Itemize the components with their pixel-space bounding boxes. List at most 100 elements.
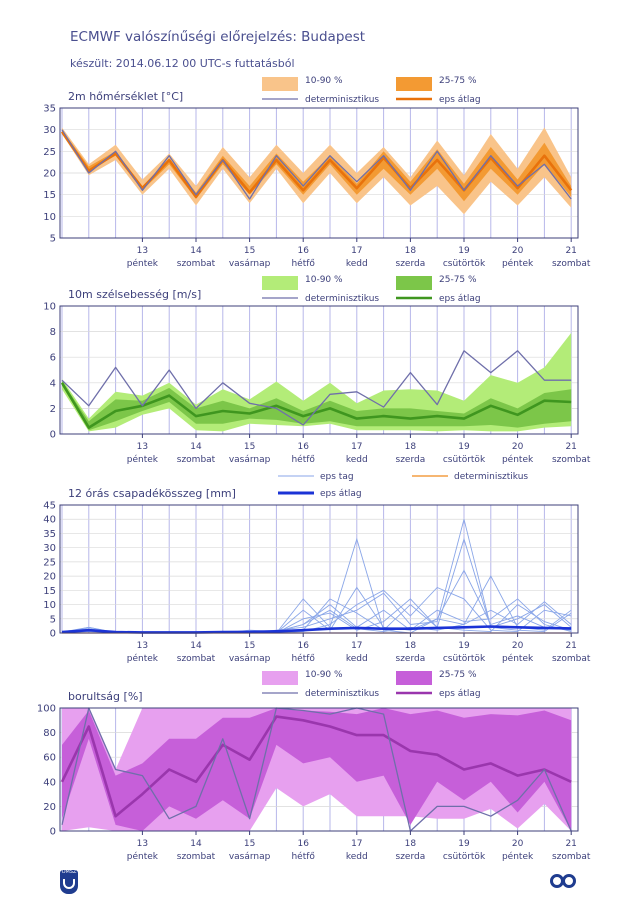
panel-1-xtick-day-14: 14 [190, 246, 202, 256]
panel-1-ytick: 35 [43, 104, 56, 115]
panel-4-xtick-name-14: szombat [177, 852, 216, 862]
panel-1-frame [59, 107, 579, 239]
panel-1-xtick-name-15: vasárnap [229, 259, 271, 269]
panel-1-xtick-day-17: 17 [351, 246, 362, 256]
panel-1-det-line [61, 129, 572, 200]
panel-3-xtick-name-14: szombat [177, 654, 216, 664]
panel-3-xtick-day-20: 20 [512, 641, 524, 651]
panel-3-ytick: 35 [43, 529, 56, 540]
panel-2-xtick-name-17: kedd [346, 455, 368, 465]
panel-3-legend-mean-label: eps átlag [320, 489, 362, 499]
panel-3-xtick-day-15: 15 [244, 641, 255, 651]
panel-3-ytick: 0 [50, 629, 56, 640]
panel-1-xtick-name-20: péntek [502, 258, 534, 269]
panel-1-xtick-name-18: szerda [396, 259, 426, 269]
panel-4-frame [59, 707, 579, 832]
panel-3-xtick-name-18: szerda [396, 654, 426, 664]
panel-2-xtick-day-19: 19 [458, 442, 470, 452]
panel-3-xtick-name-16: hétfő [291, 653, 315, 664]
panel-1-xtick-day-19: 19 [458, 246, 470, 256]
panel-1-legend-mean-label: eps átlag [439, 95, 481, 105]
panel-2-xtick-name-14: szombat [177, 455, 216, 465]
panel-3-xtick-day-17: 17 [351, 641, 362, 651]
panel-3-xtick-day-21: 21 [565, 641, 576, 651]
panel-4-xtick-name-13: péntek [127, 851, 159, 862]
panel-3-xtick-day-13: 13 [137, 641, 148, 651]
panel-3-ytick: 20 [43, 572, 56, 583]
panel-2-ytick: 4 [50, 378, 56, 389]
page-title: ECMWF valószínűségi előrejelzés: Budapes… [70, 29, 366, 45]
panel-2-title: 10m szélsebesség [m/s] [68, 288, 201, 301]
panel-4-xtick-name-18: szerda [396, 852, 426, 862]
ecmwf-logo [550, 872, 580, 892]
panel-4-legend-mean-label: eps átlag [439, 689, 481, 699]
panel-4-xtick-day-15: 15 [244, 839, 255, 849]
panel-2-xtick-day-17: 17 [351, 442, 362, 452]
panel-4-xtick-day-14: 14 [190, 839, 202, 849]
panel-1-xtick-name-13: péntek [127, 258, 159, 269]
panel-3-member-line-8 [61, 569, 572, 634]
panel-2-legend-det-label: determinisztikus [305, 294, 379, 304]
panel-4-xtick-name-20: péntek [502, 851, 534, 862]
panel-2-ytick: 10 [43, 302, 56, 313]
panel-4-xtick-day-21: 21 [565, 839, 576, 849]
panel-3-xtick-name-17: kedd [346, 654, 368, 664]
panel-3-xtick-day-14: 14 [190, 641, 202, 651]
panel-2-xtick-name-20: péntek [502, 454, 534, 465]
panel-1-xtick-name-17: kedd [346, 259, 368, 269]
panel-1-xtick-name-19: csütörtök [443, 259, 486, 269]
panel-3-legend-member-label: eps tag [320, 472, 354, 482]
panel-1-ytick: 25 [43, 147, 56, 158]
panel-3-xtick-day-18: 18 [405, 641, 417, 651]
panel-1-title: 2m hőmérséklet [°C] [68, 90, 183, 103]
panel-4-ytick: 0 [50, 827, 56, 838]
panel-2-xtick-day-13: 13 [137, 442, 148, 452]
panel-3-xtick-name-15: vasárnap [229, 654, 271, 664]
panel-2-frame [59, 305, 579, 435]
panel-2-ytick: 0 [50, 430, 56, 441]
panel-3-legend-det-label: determinisztikus [454, 472, 528, 482]
panel-2-xtick-day-16: 16 [297, 442, 309, 452]
panel-1-ytick: 10 [43, 212, 56, 223]
panel-4-xtick-day-17: 17 [351, 839, 362, 849]
panel-4-band-25-75 [62, 708, 572, 831]
panel-4-ytick: 40 [43, 777, 56, 788]
panel-4-xtick-day-19: 19 [458, 839, 470, 849]
panel-3-ytick: 5 [50, 614, 56, 625]
panel-3-xtick-name-21: szombat [552, 654, 591, 664]
panel-1-ytick: 5 [50, 234, 56, 245]
panel-1-ytick: 20 [43, 169, 56, 180]
panel-2-legend-inner-label: 25-75 % [439, 275, 477, 285]
panel-3-frame [59, 504, 579, 634]
panel-3-xtick-day-16: 16 [297, 641, 309, 651]
panel-2-ytick: 6 [50, 353, 56, 364]
panel-4-ytick: 80 [43, 728, 56, 739]
panel-1-legend-det-label: determinisztikus [305, 95, 379, 105]
panel-4-xtick-name-21: szombat [552, 852, 591, 862]
panel-4-xtick-name-19: csütörtök [443, 852, 486, 862]
panel-4-ytick: 20 [43, 802, 56, 813]
panel-2-xtick-name-21: szombat [552, 455, 591, 465]
panel-3-title: 12 órás csapadékösszeg [mm] [68, 487, 236, 500]
panel-2-xtick-day-20: 20 [512, 442, 524, 452]
panel-2-xtick-day-15: 15 [244, 442, 255, 452]
panel-1-xtick-day-18: 18 [405, 246, 417, 256]
panel-4-xtick-day-20: 20 [512, 839, 524, 849]
panel-1-xtick-day-21: 21 [565, 246, 576, 256]
panel-4-legend-inner-swatch [396, 671, 432, 685]
panel-1-xtick-name-16: hétfő [291, 258, 315, 269]
panel-2-xtick-name-15: vasárnap [229, 455, 271, 465]
panel-3-xtick-name-20: péntek [502, 653, 534, 664]
panel-3-ytick: 30 [43, 543, 56, 554]
panel-1-xtick-day-15: 15 [244, 246, 255, 256]
panel-1-xtick-day-13: 13 [137, 246, 148, 256]
panel-2-xtick-name-18: szerda [396, 455, 426, 465]
panel-4-xtick-name-17: kedd [346, 852, 368, 862]
panel-2-ytick: 8 [50, 327, 56, 338]
panel-3-xtick-name-13: péntek [127, 653, 159, 664]
panel-4-xtick-day-13: 13 [137, 839, 148, 849]
panel-1-xtick-day-20: 20 [512, 246, 524, 256]
panel-1-xtick-day-16: 16 [297, 246, 309, 256]
panel-2-xtick-name-19: csütörtök [443, 455, 486, 465]
